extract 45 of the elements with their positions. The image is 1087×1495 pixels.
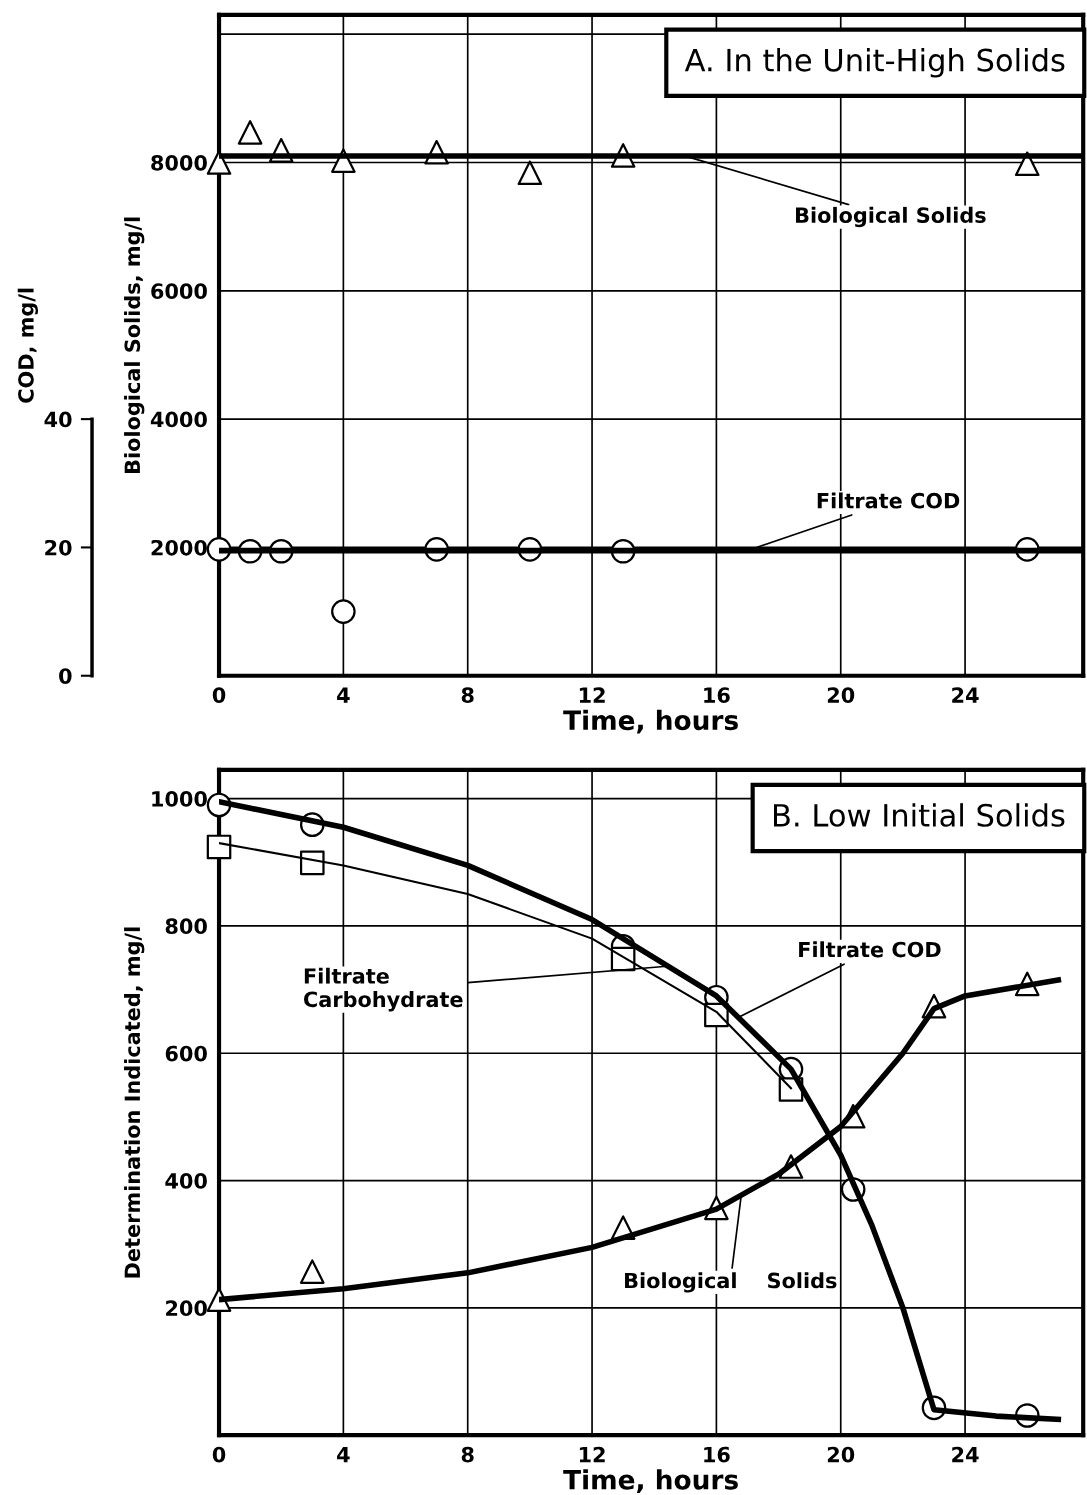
y-tick-label: 400 (165, 1173, 207, 1189)
y-tick-label: 1000 (152, 791, 207, 807)
x-tick-label: 20 (827, 687, 855, 703)
point (299, 1259, 325, 1284)
y-tick-label: 800 (165, 918, 207, 935)
y-tick-label: 200 (166, 1300, 207, 1317)
point (237, 120, 263, 145)
annotation: Biological Solids (796, 206, 986, 228)
annotation: Biological Solids (625, 1272, 837, 1293)
y2-axis-title: COD, mg/l (17, 288, 39, 403)
x-tick-label: 8 (461, 687, 474, 703)
x-tick-label: 24 (952, 1446, 979, 1463)
x-tick-label: 4 (337, 1446, 350, 1463)
point (206, 150, 232, 175)
y-axis-title: Determination Indicated, mg/l (124, 927, 145, 1278)
point (206, 834, 232, 860)
annotation: Filtrate COD (799, 941, 941, 958)
x-tick-label: 12 (579, 687, 605, 703)
x-tick-label: 16 (704, 1446, 730, 1463)
x-tick-label: 12 (579, 1446, 605, 1463)
text: A. In the Unit-High Solids (684, 47, 1065, 78)
point (206, 1287, 232, 1312)
y-tick-label: 600 (165, 1045, 207, 1062)
x-tick-label: 20 (827, 1446, 855, 1463)
text: B. Low Initial Solids (773, 803, 1065, 827)
y-tick-label: 6000 (151, 283, 207, 300)
x-tick-label: 0 (212, 1446, 226, 1463)
annotation: Filtrate COD (817, 492, 960, 509)
y2-tick-label: 0 (59, 668, 72, 684)
x-axis-title: Time, hours (563, 709, 738, 734)
point (517, 160, 543, 186)
y-tick-label: 4000 (150, 411, 207, 428)
annotation: Filtrate Carbohydrate (304, 967, 463, 1012)
x-tick-label: 16 (704, 687, 730, 703)
point (331, 599, 356, 624)
x-tick-label: 8 (461, 1446, 474, 1463)
y2-tick-label: 40 (44, 411, 72, 428)
x-tick-label: 24 (952, 687, 979, 703)
x-tick-label: 0 (212, 687, 226, 703)
x-axis-title: Time, hours (563, 1469, 738, 1494)
x-tick-label: 4 (337, 687, 350, 703)
y-tick-label: 8000 (151, 154, 207, 171)
y-tick-label: 2000 (151, 539, 207, 556)
y2-tick-label: 20 (45, 539, 72, 556)
y-axis-title: Biological Solids, mg/l (124, 217, 145, 473)
